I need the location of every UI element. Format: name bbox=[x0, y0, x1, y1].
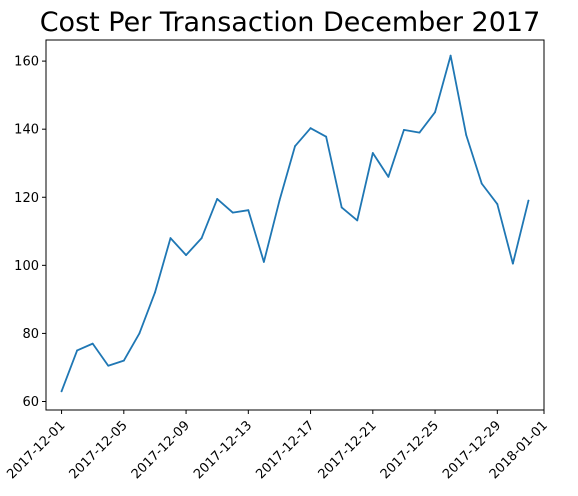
data-point bbox=[262, 261, 265, 263]
x-tick-label: 2017-12-05 bbox=[67, 418, 131, 482]
x-tick-label: 2017-12-17 bbox=[253, 418, 317, 482]
data-point bbox=[418, 131, 421, 134]
data-point bbox=[356, 219, 359, 222]
chart-title: Cost Per Transaction December 2017 bbox=[40, 7, 541, 38]
y-tick-label: 120 bbox=[14, 191, 39, 206]
series-line bbox=[60, 54, 530, 393]
data-point bbox=[138, 332, 141, 335]
y-tick-label: 80 bbox=[22, 327, 39, 342]
data-point bbox=[371, 152, 374, 154]
x-axis: 2017-12-012017-12-052017-12-092017-12-13… bbox=[4, 410, 551, 482]
data-point bbox=[247, 209, 250, 212]
data-point bbox=[154, 291, 156, 294]
data-point bbox=[216, 198, 219, 200]
data-point bbox=[169, 237, 172, 240]
data-point bbox=[294, 145, 296, 148]
y-tick-label: 60 bbox=[22, 395, 39, 410]
data-point bbox=[231, 211, 234, 214]
data-point bbox=[340, 206, 343, 209]
data-point bbox=[91, 342, 94, 345]
data-point bbox=[434, 111, 436, 114]
data-point bbox=[511, 262, 514, 265]
y-tick-label: 160 bbox=[14, 55, 39, 70]
data-point bbox=[325, 135, 328, 138]
data-point bbox=[309, 127, 312, 130]
series-group bbox=[60, 54, 530, 393]
x-tick-label: 2017-12-25 bbox=[378, 418, 442, 482]
data-point bbox=[403, 128, 405, 131]
data-point bbox=[465, 134, 468, 136]
plot-area-frame bbox=[45, 39, 545, 411]
data-point bbox=[200, 237, 203, 240]
x-tick-label: 2017-12-01 bbox=[4, 418, 68, 482]
y-tick-label: 140 bbox=[14, 123, 39, 138]
data-point bbox=[449, 54, 452, 57]
y-tick-label: 100 bbox=[14, 259, 39, 274]
data-point bbox=[387, 175, 390, 178]
x-tick-label: 2017-12-09 bbox=[129, 418, 193, 482]
data-point bbox=[60, 390, 63, 393]
data-point bbox=[107, 364, 110, 367]
x-tick-label: 2017-12-13 bbox=[191, 418, 255, 482]
data-point bbox=[76, 349, 79, 352]
y-axis: 60 80 100 120 140 160 bbox=[14, 55, 46, 410]
x-tick-label: 2017-12-21 bbox=[316, 418, 380, 482]
data-point bbox=[480, 182, 483, 185]
data-point bbox=[278, 199, 281, 202]
data-point bbox=[122, 359, 125, 362]
data-point bbox=[527, 199, 530, 202]
data-point bbox=[496, 203, 499, 205]
data-point bbox=[185, 254, 187, 257]
